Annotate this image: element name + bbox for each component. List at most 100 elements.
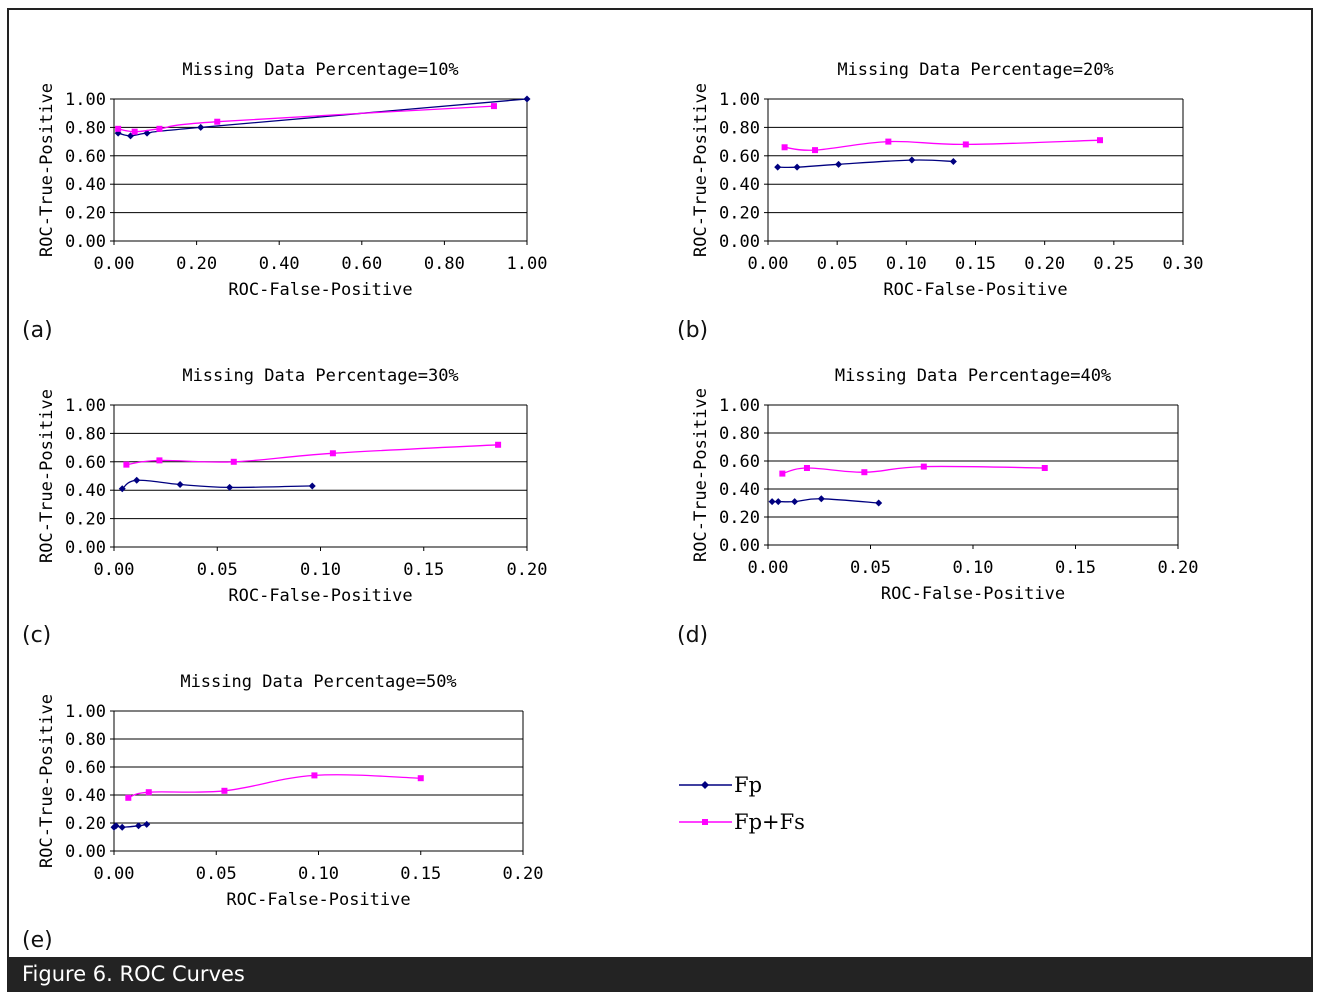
- y-axis-label-c: ROC-True-Positive: [37, 389, 57, 563]
- y-tick-label-d: 0.00: [719, 536, 760, 556]
- y-tick-label-b: 1.00: [719, 90, 760, 110]
- y-tick-label-d: 0.20: [719, 508, 760, 528]
- y-tick-label-c: 0.80: [65, 424, 106, 444]
- data-point-fp-e: [135, 822, 143, 830]
- figure-frame: [7, 8, 1313, 992]
- data-point-fp-c: [176, 481, 184, 489]
- y-axis-label-a: ROC-True-Positive: [37, 83, 57, 257]
- series-line-fpfs-c: [126, 444, 499, 466]
- x-axis-label-c: ROC-False-Positive: [228, 586, 412, 606]
- data-point-fpfs-b: [962, 141, 969, 148]
- x-tick-label-a: 0.60: [341, 254, 382, 274]
- data-point-fpfs-e: [417, 775, 424, 782]
- x-tick-label-b: 0.30: [1163, 254, 1204, 274]
- data-point-fpfs-a: [214, 118, 221, 125]
- x-tick-label-c: 0.10: [300, 560, 341, 580]
- x-tick-label-a: 0.80: [424, 254, 465, 274]
- data-point-fp-b: [835, 160, 843, 168]
- y-tick-label-c: 0.20: [65, 510, 106, 530]
- y-tick-label-e: 0.00: [65, 842, 106, 862]
- y-tick-label-a: 0.80: [65, 118, 106, 138]
- data-point-fpfs-d: [803, 465, 810, 471]
- data-point-fpfs-d: [861, 469, 868, 476]
- series-line-fpfs-d: [782, 465, 1045, 475]
- data-point-fp-e: [118, 823, 126, 831]
- y-tick-label-b: 0.60: [719, 147, 760, 167]
- data-point-fp-b: [793, 163, 801, 171]
- chart-title-a: Missing Data Percentage=10%: [182, 60, 458, 80]
- data-point-fpfs-c: [123, 461, 130, 468]
- data-point-fp-b: [774, 163, 782, 171]
- series-line-fpfs-e: [128, 774, 421, 799]
- x-tick-label-d: 0.20: [1158, 558, 1199, 578]
- x-tick-label-a: 0.00: [94, 254, 135, 274]
- data-point-fpfs-b: [1097, 137, 1103, 144]
- x-tick-label-b: 0.15: [955, 254, 996, 274]
- x-axis-label-d: ROC-False-Positive: [881, 584, 1065, 604]
- data-point-fp-c: [226, 483, 234, 491]
- series-line-fp-a: [117, 98, 528, 137]
- x-tick-label-e: 0.15: [400, 864, 441, 884]
- y-tick-label-e: 0.60: [65, 758, 106, 778]
- series-line-fp-b: [777, 159, 954, 169]
- y-tick-label-e: 0.20: [65, 814, 106, 834]
- x-tick-label-b: 0.20: [1024, 254, 1065, 274]
- y-tick-label-a: 0.20: [65, 204, 106, 224]
- y-axis-label-e: ROC-True-Positive: [37, 694, 57, 868]
- y-tick-label-e: 0.80: [65, 730, 106, 750]
- legend-label-fpfs: Fp+Fs: [734, 810, 805, 834]
- data-point-fpfs-e: [125, 794, 132, 801]
- legend-marker-fp: [701, 781, 709, 789]
- y-tick-label-a: 0.60: [65, 147, 106, 167]
- data-point-fpfs-a: [490, 103, 497, 110]
- data-point-fp-d: [817, 495, 825, 503]
- data-point-fpfs-d: [920, 463, 927, 470]
- data-point-fp-c: [308, 482, 316, 490]
- y-tick-label-d: 0.60: [719, 452, 760, 472]
- legend: Fp Fp+Fs: [679, 773, 805, 834]
- panel-e-letter: (e): [22, 928, 53, 953]
- legend-label-fp: Fp: [734, 773, 762, 797]
- x-tick-label-c: 0.20: [507, 560, 548, 580]
- data-point-fpfs-b: [781, 144, 788, 151]
- chart-panel-d: 0.00 0.20 0.40 0.60 0.80 1.00 0.00 0.05 0.10 0.15…: [691, 366, 1198, 604]
- data-point-fp-d: [774, 498, 782, 506]
- data-point-fpfs-d: [779, 470, 786, 477]
- y-tick-label-d: 0.40: [719, 480, 760, 500]
- y-tick-label-b: 0.40: [719, 175, 760, 195]
- y-tick-label-d: 0.80: [719, 424, 760, 444]
- y-tick-label-c: 1.00: [65, 396, 106, 416]
- x-tick-label-d: 0.15: [1055, 558, 1096, 578]
- y-tick-label-c: 0.60: [65, 453, 106, 473]
- data-point-fp-a: [523, 95, 531, 103]
- x-tick-label-e: 0.20: [503, 864, 544, 884]
- x-tick-label-a: 0.40: [259, 254, 300, 274]
- data-point-fpfs-a: [156, 125, 163, 132]
- data-point-fpfs-b: [812, 147, 819, 154]
- x-tick-label-b: 0.25: [1093, 254, 1134, 274]
- data-point-fpfs-c: [156, 457, 163, 464]
- y-tick-label-a: 1.00: [65, 90, 106, 110]
- x-tick-label-c: 0.00: [94, 560, 135, 580]
- y-axis-label-b: ROC-True-Positive: [691, 83, 711, 257]
- y-tick-label-b: 0.20: [719, 204, 760, 224]
- x-tick-label-b: 0.10: [886, 254, 927, 274]
- x-tick-label-d: 0.05: [850, 558, 891, 578]
- y-tick-label-e: 0.40: [65, 786, 106, 806]
- y-tick-label-a: 0.40: [65, 175, 106, 195]
- y-tick-label-a: 0.00: [65, 232, 106, 252]
- panel-d-letter: (d): [677, 623, 709, 648]
- data-point-fp-b: [949, 157, 957, 165]
- x-tick-label-c: 0.05: [197, 560, 238, 580]
- data-point-fp-b: [908, 156, 916, 164]
- y-axis-label-d: ROC-True-Positive: [691, 388, 711, 562]
- x-tick-label-c: 0.15: [403, 560, 444, 580]
- data-point-fpfs-b: [885, 138, 892, 145]
- x-tick-label-a: 0.20: [176, 254, 217, 274]
- x-tick-label-b: 0.00: [748, 254, 789, 274]
- y-tick-label-c: 0.40: [65, 481, 106, 501]
- data-point-fpfs-e: [145, 789, 152, 796]
- data-point-fp-e: [143, 820, 151, 828]
- x-tick-label-d: 0.10: [953, 558, 994, 578]
- panel-b-letter: (b): [677, 318, 709, 343]
